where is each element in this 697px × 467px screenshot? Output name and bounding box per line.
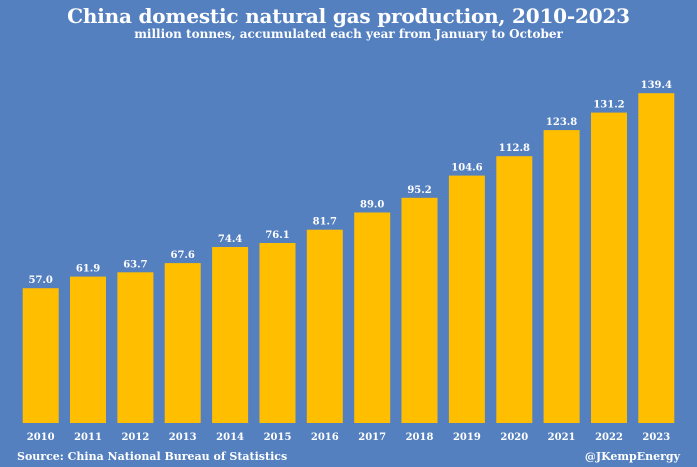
data-label-2023: 139.4 [641,80,672,91]
x-tick-label-2021: 2021 [548,432,576,443]
x-tick-label-2017: 2017 [358,432,386,443]
bar-2019 [448,175,485,423]
x-tick-label-2019: 2019 [453,432,481,443]
data-label-2021: 123.8 [546,117,577,128]
x-tick-label-2016: 2016 [311,432,339,443]
value-labels-layer: 57.0 61.9 63.7 67.6 74.4 76.1 81.7 89.0 95.2 104.… [29,80,672,286]
x-tick-label-2012: 2012 [121,432,149,443]
x-tick-label-2011: 2011 [74,432,102,443]
source-note: Source: China National Bureau of Statist… [17,450,288,463]
data-label-2010: 57.0 [29,275,53,286]
x-tick-label-2013: 2013 [169,432,197,443]
x-tick-label-2010: 2010 [27,432,55,443]
bar-2013 [164,263,201,423]
bar-2011 [70,276,106,423]
bar-2020 [496,156,533,423]
bar-2018 [401,197,438,423]
bar-2022 [591,112,627,423]
bar-2016 [306,229,343,423]
data-label-2013: 67.6 [171,250,195,261]
bar-2010 [22,288,59,423]
bar-2023 [638,93,675,423]
bar-2012 [117,272,154,423]
x-tick-label-2020: 2020 [500,432,528,443]
bar-2014 [212,247,249,423]
data-label-2011: 61.9 [76,264,100,275]
data-label-2016: 81.7 [313,217,337,228]
bar-2015 [259,243,296,423]
chart-subtitle: million tonnes, accumulated each year fr… [134,27,563,41]
x-tick-label-2014: 2014 [216,432,244,443]
data-label-2017: 89.0 [360,200,384,211]
data-label-2014: 74.4 [218,234,242,245]
x-tick-label-2015: 2015 [264,432,292,443]
data-label-2020: 112.8 [499,143,530,154]
author-credit: @JKempEnergy [584,450,680,463]
data-label-2018: 95.2 [407,185,431,196]
bar-2021 [543,130,580,423]
x-tick-label-2023: 2023 [642,432,670,443]
x-axis: 2010 2011 2012 2013 2014 2015 2016 2017 2018 2019… [27,432,670,443]
chart-title: China domestic natural gas production, 2… [67,4,630,28]
data-label-2015: 76.1 [265,230,289,241]
data-label-2012: 63.7 [123,259,147,270]
x-tick-label-2022: 2022 [595,432,623,443]
data-label-2022: 131.2 [593,100,624,111]
x-tick-label-2018: 2018 [406,432,434,443]
bar-2017 [354,212,391,423]
data-label-2019: 104.6 [451,163,482,174]
bars-layer [22,93,675,423]
